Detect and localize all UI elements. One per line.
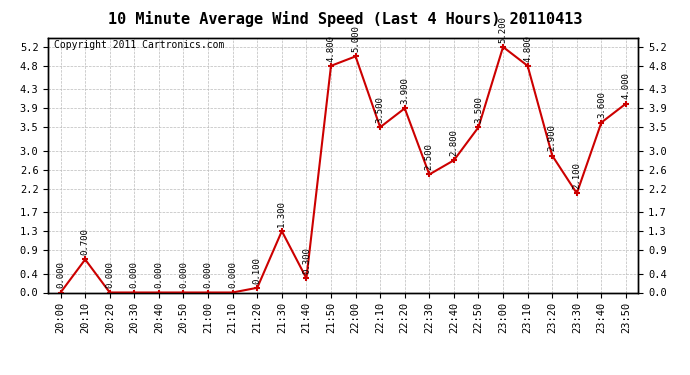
Text: 3.600: 3.600 (597, 92, 606, 118)
Text: 1.300: 1.300 (277, 200, 286, 227)
Text: 0.100: 0.100 (253, 257, 262, 284)
Text: 2.500: 2.500 (425, 143, 434, 170)
Text: Copyright 2011 Cartronics.com: Copyright 2011 Cartronics.com (55, 40, 224, 50)
Text: 2.800: 2.800 (449, 129, 458, 156)
Text: 0.000: 0.000 (228, 261, 237, 288)
Text: 0.000: 0.000 (155, 261, 164, 288)
Text: 4.000: 4.000 (622, 73, 631, 99)
Text: 0.000: 0.000 (56, 261, 65, 288)
Text: 10 Minute Average Wind Speed (Last 4 Hours) 20110413: 10 Minute Average Wind Speed (Last 4 Hou… (108, 11, 582, 27)
Text: 3.500: 3.500 (474, 96, 483, 123)
Text: 0.700: 0.700 (81, 228, 90, 255)
Text: 4.800: 4.800 (523, 35, 532, 62)
Text: 0.000: 0.000 (106, 261, 115, 288)
Text: 3.500: 3.500 (375, 96, 384, 123)
Text: 0.000: 0.000 (179, 261, 188, 288)
Text: 0.300: 0.300 (302, 247, 311, 274)
Text: 5.000: 5.000 (351, 26, 360, 52)
Text: 0.000: 0.000 (130, 261, 139, 288)
Text: 2.900: 2.900 (548, 124, 557, 152)
Text: 3.900: 3.900 (400, 77, 409, 104)
Text: 0.000: 0.000 (204, 261, 213, 288)
Text: 4.800: 4.800 (326, 35, 335, 62)
Text: 5.200: 5.200 (499, 16, 508, 43)
Text: 2.100: 2.100 (572, 162, 581, 189)
